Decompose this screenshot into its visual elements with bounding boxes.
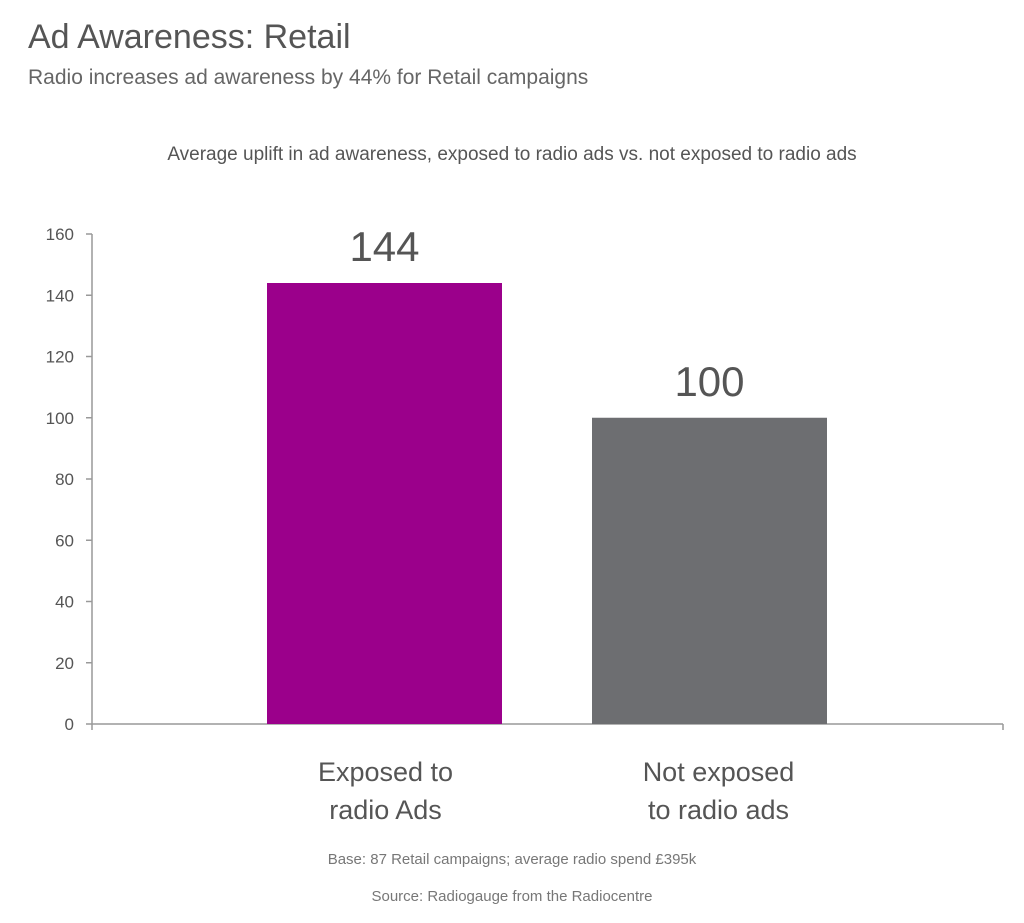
base-note: Base: 87 Retail campaigns; average radio… bbox=[327, 851, 697, 868]
x-tick-label: Exposed to bbox=[318, 757, 453, 787]
bar bbox=[592, 417, 827, 724]
bar bbox=[267, 283, 502, 724]
x-tick-label: to radio ads bbox=[648, 795, 789, 825]
y-tick-label: 100 bbox=[46, 409, 74, 428]
chart-title: Average uplift in ad awareness, exposed … bbox=[167, 144, 857, 165]
y-tick-label: 80 bbox=[55, 470, 74, 489]
y-tick-label: 160 bbox=[46, 225, 74, 244]
y-tick-label: 0 bbox=[65, 715, 74, 734]
y-tick-label: 140 bbox=[46, 286, 74, 305]
page-title: Ad Awareness: Retail bbox=[28, 18, 351, 56]
page-subtitle: Radio increases ad awareness by 44% for … bbox=[28, 66, 589, 89]
data-label: 144 bbox=[349, 223, 419, 270]
y-tick-label: 60 bbox=[55, 531, 74, 550]
x-tick-label: Not exposed bbox=[643, 757, 795, 787]
source-note: Source: Radiogauge from the Radiocentre bbox=[371, 888, 653, 905]
data-label: 100 bbox=[674, 358, 744, 405]
x-tick-label: radio Ads bbox=[329, 795, 442, 825]
y-tick-label: 120 bbox=[46, 348, 74, 367]
y-tick-label: 40 bbox=[55, 593, 74, 612]
y-tick-label: 20 bbox=[55, 654, 74, 673]
